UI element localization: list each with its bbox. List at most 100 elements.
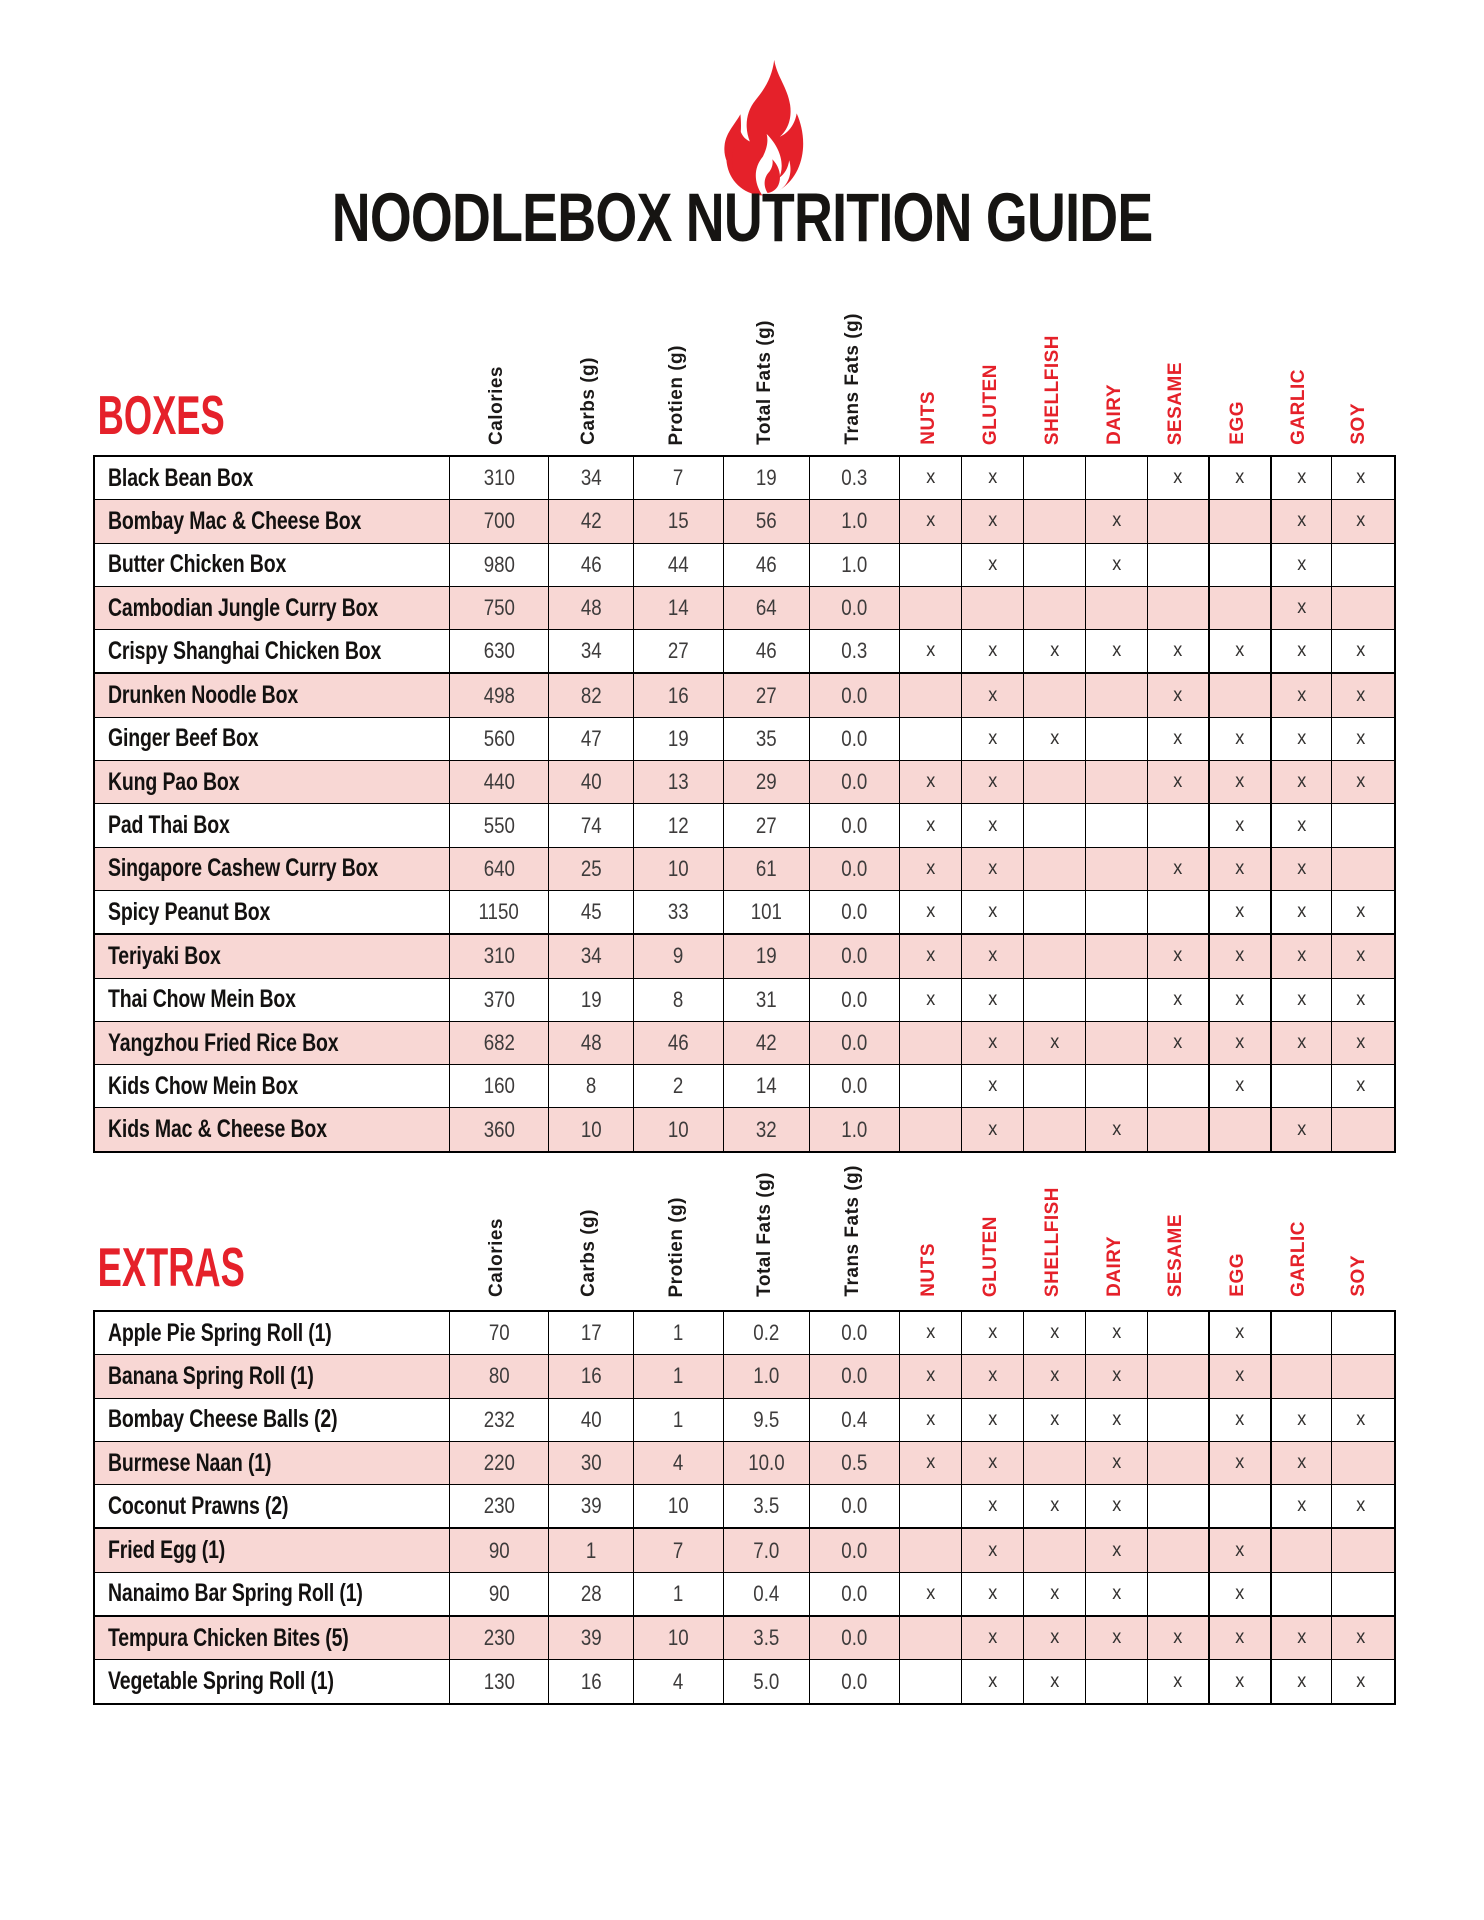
column-header-cell: Total Fats (g) <box>721 1172 807 1305</box>
column-header-protien-g: Protien (g) <box>665 1196 687 1298</box>
value-cell-text: 7 <box>673 465 684 491</box>
allergen-cell: x <box>1331 500 1390 543</box>
column-header-cell: Calories <box>447 366 546 453</box>
value-cell-text: 15 <box>668 508 689 534</box>
allergen-cell-text: x <box>1356 1495 1366 1517</box>
allergen-cell-text: x <box>987 1452 998 1474</box>
allergen-cell-text: x <box>1173 640 1183 662</box>
allergen-cell: x <box>961 1617 1023 1660</box>
value-cell-text: 70 <box>488 1320 510 1346</box>
value-cell-text: 8 <box>673 986 684 1012</box>
value-cell-text: 232 <box>483 1406 515 1432</box>
value-cell-text: 0.0 <box>841 1320 868 1346</box>
allergen-cell-text: x <box>1296 771 1307 793</box>
allergen-cell <box>1147 804 1208 847</box>
food-name-text: Banana Spring Roll (1) <box>108 1361 314 1390</box>
value-cell: 0.0 <box>809 804 899 847</box>
value-cell: 0.0 <box>809 674 899 717</box>
food-name: Teriyaki Box <box>95 935 449 977</box>
allergen-cell <box>899 1529 961 1572</box>
food-name-text: Vegetable Spring Roll (1) <box>108 1667 334 1696</box>
column-header-soy: SOY <box>1348 1255 1369 1297</box>
value-cell: 33 <box>633 890 723 934</box>
column-header-cell: SESAME <box>1145 362 1206 453</box>
value-cell: 19 <box>723 935 809 978</box>
value-cell: 46 <box>633 1021 723 1065</box>
value-cell-text: 39 <box>580 1493 602 1519</box>
allergen-cell: x <box>1331 1660 1390 1703</box>
allergen-cell: x <box>961 674 1023 717</box>
allergen-cell: x <box>1085 1398 1147 1441</box>
food-name: Pad Thai Box <box>95 804 449 846</box>
allergen-cell: x <box>961 804 1023 847</box>
value-cell-text: 230 <box>483 1493 515 1519</box>
value-cell: 0.5 <box>809 1441 899 1485</box>
value-cell-text: 0.0 <box>841 1073 868 1099</box>
value-cell-text: 44 <box>668 551 689 577</box>
table-row: Banana Spring Roll (1) 80 16 1 1.0 0.0 x x x x x <box>95 1354 1394 1398</box>
value-cell-text: 4 <box>673 1450 684 1476</box>
value-cell-text: 34 <box>580 943 602 969</box>
value-cell-text: 1.0 <box>841 551 868 577</box>
allergen-cell <box>1147 1529 1208 1572</box>
allergen-cell-text: x <box>925 901 936 923</box>
allergen-cell-text: x <box>1235 640 1245 662</box>
value-cell-text: 40 <box>580 769 602 795</box>
allergen-cell <box>1023 586 1085 630</box>
allergen-cell-text: x <box>925 510 936 532</box>
allergen-cell: x <box>1085 1572 1147 1616</box>
allergen-cell-text: x <box>1173 771 1183 793</box>
value-cell: 19 <box>723 457 809 500</box>
allergen-cell <box>1085 1065 1147 1108</box>
value-cell: 28 <box>548 1572 633 1616</box>
value-cell: 29 <box>723 761 809 804</box>
food-name: Ginger Beef Box <box>95 718 449 760</box>
allergen-cell: x <box>899 1312 961 1355</box>
allergen-cell: x <box>961 1021 1023 1065</box>
allergen-cell <box>1085 761 1147 804</box>
value-cell-text: 48 <box>580 1030 602 1055</box>
boxes-table: Black Bean Box 310 34 7 19 0.3 x x x x x x Bombay Ma… <box>93 455 1396 1153</box>
allergen-cell <box>1023 1441 1085 1485</box>
allergen-cell: x <box>1085 1108 1147 1151</box>
column-header-cell: DAIRY <box>1083 1236 1145 1305</box>
value-cell: 232 <box>449 1398 548 1441</box>
table-row: Burmese Naan (1) 220 30 4 10.0 0.5 x x x x x <box>95 1440 1394 1485</box>
food-name: Apple Pie Spring Roll (1) <box>95 1312 449 1354</box>
value-cell: 0.0 <box>809 1660 899 1703</box>
table-row: Drunken Noodle Box 498 82 16 27 0.0 x x x x <box>95 672 1394 717</box>
value-cell-text: 32 <box>756 1116 777 1142</box>
allergen-cell <box>1147 890 1208 934</box>
value-cell: 980 <box>449 543 548 586</box>
allergen-cell: x <box>1331 978 1390 1021</box>
column-header-garlic: GARLIC <box>1288 369 1309 445</box>
food-name-text: Butter Chicken Box <box>108 550 287 579</box>
value-cell: 14 <box>723 1065 809 1108</box>
value-cell-text: 17 <box>580 1320 602 1346</box>
allergen-cell <box>1208 543 1270 586</box>
extras-section-title: EXTRAS <box>97 1236 245 1299</box>
value-cell-text: 0.0 <box>841 1625 868 1651</box>
column-header-cell: GARLIC <box>1268 1221 1329 1305</box>
value-cell-text: 10 <box>668 1625 689 1651</box>
value-cell: 19 <box>633 717 723 761</box>
allergen-cell-text: x <box>1111 1118 1122 1140</box>
value-cell: 750 <box>449 586 548 630</box>
allergen-cell: x <box>1331 630 1390 673</box>
extras-section-cell: EXTRAS <box>93 1236 447 1305</box>
value-cell-text: 47 <box>580 725 602 751</box>
allergen-cell: x <box>961 978 1023 1021</box>
value-cell: 560 <box>449 717 548 761</box>
value-cell-text: 27 <box>756 682 777 708</box>
food-name: Vegetable Spring Roll (1) <box>95 1660 449 1702</box>
allergen-cell-text: x <box>1111 1452 1122 1474</box>
allergen-cell: x <box>1270 1485 1331 1528</box>
value-cell: 10 <box>548 1108 633 1151</box>
table-row: Kids Mac & Cheese Box 360 10 10 32 1.0 x x x <box>95 1107 1394 1151</box>
value-cell-text: 28 <box>580 1580 602 1606</box>
value-cell: 0.4 <box>809 1398 899 1441</box>
value-cell: 19 <box>548 978 633 1021</box>
allergen-cell: x <box>1147 1021 1208 1065</box>
value-cell: 0.0 <box>809 978 899 1021</box>
column-header-shellfish: SHELLFISH <box>1041 334 1063 445</box>
